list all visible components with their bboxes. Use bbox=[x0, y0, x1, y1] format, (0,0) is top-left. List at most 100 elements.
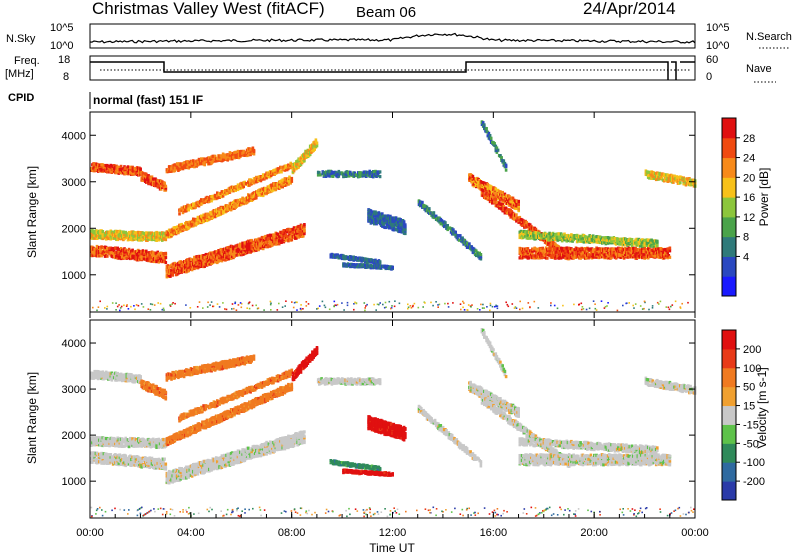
echo-cell bbox=[646, 170, 650, 174]
echo-cell bbox=[530, 236, 533, 240]
echo-cell bbox=[229, 256, 233, 260]
echo-cell bbox=[303, 223, 306, 227]
echo-cell bbox=[630, 243, 634, 247]
echo-cell bbox=[384, 225, 388, 230]
echo-cell bbox=[273, 236, 276, 240]
echo-cell bbox=[359, 171, 362, 175]
echo-cell bbox=[369, 209, 373, 213]
echo-cell bbox=[494, 197, 498, 202]
echo-cell bbox=[219, 247, 223, 252]
echo-cell bbox=[472, 251, 476, 255]
echo-cell bbox=[438, 220, 441, 224]
echo-cell bbox=[165, 233, 169, 237]
echo-cell bbox=[496, 148, 500, 152]
echo-cell bbox=[459, 234, 462, 238]
echo-cell bbox=[624, 242, 627, 246]
echo-cell bbox=[585, 256, 588, 260]
echo-cell bbox=[656, 239, 659, 243]
echo-cell bbox=[575, 233, 579, 237]
echo-cell bbox=[315, 144, 319, 148]
echo-cell bbox=[150, 175, 154, 179]
echo-cell bbox=[184, 207, 187, 211]
echo-cell bbox=[308, 152, 312, 157]
echo-cell bbox=[579, 256, 582, 260]
echo-cell bbox=[139, 167, 142, 171]
echo-cell bbox=[420, 203, 423, 207]
echo-cell bbox=[303, 232, 306, 236]
echo-cell bbox=[297, 165, 300, 169]
freq-frame bbox=[89, 55, 696, 81]
echo-cell bbox=[141, 249, 145, 253]
echo-cell bbox=[252, 181, 256, 185]
echo-cell bbox=[517, 209, 520, 213]
echo-cell bbox=[275, 236, 279, 240]
beam-title: Beam 06 bbox=[356, 4, 416, 21]
echo-cell bbox=[552, 235, 556, 239]
echo-cell bbox=[558, 248, 562, 252]
echo-cell bbox=[226, 158, 229, 162]
echo-cell bbox=[175, 165, 179, 169]
echo-cell bbox=[457, 238, 461, 242]
echo-cell bbox=[261, 175, 265, 179]
echo-cell bbox=[282, 229, 286, 233]
echo-cell bbox=[468, 242, 471, 246]
echo-cell bbox=[227, 249, 231, 253]
echo-cell bbox=[368, 173, 371, 177]
echo-cell bbox=[564, 236, 567, 240]
nsky-tick-bottom: 10^0 bbox=[50, 40, 74, 52]
echo-cell bbox=[245, 248, 249, 252]
echo-cell bbox=[381, 212, 384, 216]
echo-cell bbox=[288, 232, 291, 236]
echo-cell bbox=[91, 234, 94, 238]
echo-cell bbox=[232, 245, 235, 249]
echo-cell bbox=[378, 260, 382, 264]
echo-cell bbox=[643, 253, 646, 257]
echo-cell bbox=[504, 206, 508, 210]
echo-cell bbox=[486, 134, 490, 138]
echo-cell bbox=[319, 173, 322, 177]
echo-cell bbox=[187, 208, 190, 212]
echo-cell bbox=[165, 267, 169, 271]
echo-cell bbox=[444, 221, 447, 225]
echo-cell bbox=[302, 234, 305, 238]
echo-cell bbox=[336, 253, 339, 257]
freq-label-2: [MHz] bbox=[5, 68, 34, 80]
echo-cell bbox=[290, 238, 294, 242]
echo-cell bbox=[252, 241, 256, 245]
echo-cell bbox=[643, 246, 646, 250]
echo-cell bbox=[500, 156, 503, 160]
echo-cell bbox=[115, 171, 118, 175]
echo-cell bbox=[134, 255, 138, 260]
echo-cell bbox=[180, 222, 184, 227]
echo-cell bbox=[285, 230, 289, 234]
echo-cell bbox=[141, 237, 145, 242]
echo-cell bbox=[212, 253, 216, 257]
echo-cell bbox=[104, 168, 108, 172]
echo-cell bbox=[236, 183, 240, 187]
echo-cell bbox=[331, 174, 335, 178]
echo-cell bbox=[538, 231, 541, 235]
echo-cell bbox=[93, 236, 96, 240]
echo-cell bbox=[391, 265, 394, 269]
echo-cell bbox=[281, 168, 284, 172]
noise-cell bbox=[603, 307, 606, 309]
echo-cell bbox=[634, 254, 637, 258]
echo-cell bbox=[198, 199, 202, 203]
echo-cell bbox=[481, 189, 485, 193]
echo-cell bbox=[119, 164, 123, 168]
echo-cell bbox=[672, 180, 675, 184]
echo-cell bbox=[337, 169, 341, 174]
echo-cell bbox=[606, 241, 610, 245]
echo-cell bbox=[185, 209, 188, 213]
echo-cell bbox=[169, 274, 172, 278]
echo-cell bbox=[303, 226, 306, 230]
echo-cell bbox=[564, 249, 567, 253]
echo-cell bbox=[116, 254, 119, 258]
echo-cell bbox=[499, 190, 502, 194]
echo-cell bbox=[187, 204, 190, 208]
echo-cell bbox=[613, 237, 617, 241]
echo-cell bbox=[264, 234, 267, 239]
echo-cell bbox=[440, 219, 444, 223]
echo-cell bbox=[211, 160, 215, 164]
echo-cell bbox=[495, 192, 499, 196]
